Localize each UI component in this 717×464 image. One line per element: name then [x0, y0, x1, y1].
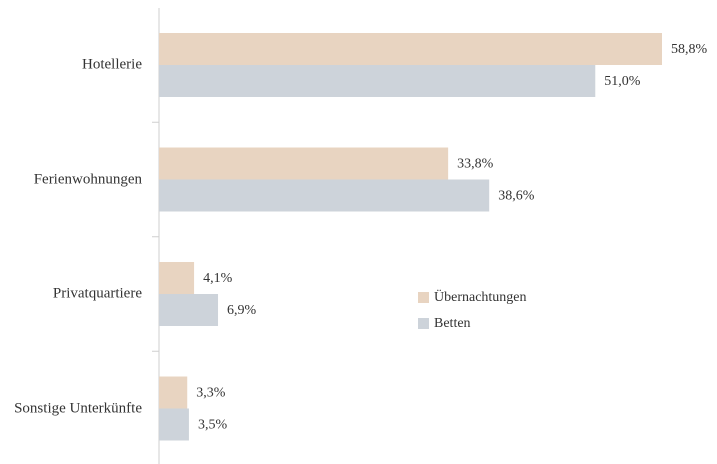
value-label: 3,3% [196, 386, 226, 401]
value-label: 4,1% [203, 271, 233, 286]
legend-label: Übernachtungen [434, 288, 527, 305]
bar [159, 376, 188, 409]
category-label: Sonstige Unterkünfte [14, 400, 142, 416]
bar [159, 408, 189, 441]
value-label: 6,9% [227, 303, 257, 318]
bar [159, 179, 490, 212]
value-label: 58,8% [671, 42, 708, 57]
legend-swatch [418, 318, 429, 329]
bar [159, 147, 449, 180]
bar [159, 65, 596, 97]
value-label: 38,6% [498, 189, 535, 204]
bar [159, 294, 219, 326]
category-label: Ferienwohnungen [33, 171, 142, 187]
category-label: Privatquartiere [52, 285, 142, 302]
legend-swatch [418, 292, 429, 303]
category-label: Hotellerie [82, 56, 142, 73]
value-label: 3,5% [198, 418, 228, 433]
value-label: 51,0% [604, 74, 641, 89]
value-label: 33,8% [457, 157, 494, 172]
legend-label: Betten [434, 316, 471, 331]
bar [159, 262, 195, 294]
bar [159, 33, 662, 65]
